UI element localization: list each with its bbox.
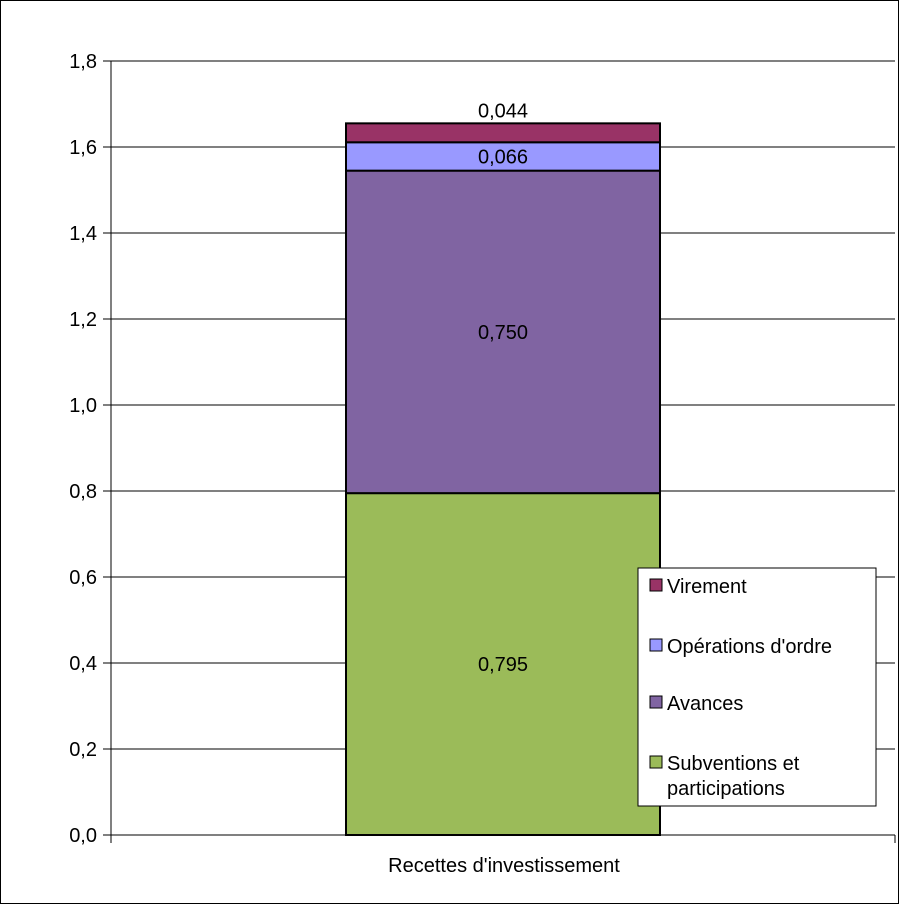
legend-label: Avances [667, 693, 743, 715]
legend-swatch [649, 695, 663, 709]
legend-swatch [649, 755, 663, 769]
data-label: 0,044 [478, 100, 528, 122]
bar-segment [345, 492, 661, 836]
legend-label: Virement [667, 576, 747, 598]
data-label: 0,795 [478, 654, 528, 676]
y-tick-label: 0,2 [69, 739, 97, 761]
data-label: 0,750 [478, 322, 528, 344]
y-tick-label: 0,6 [69, 567, 97, 589]
y-tick-label: 0,8 [69, 481, 97, 503]
data-labels: 0,795 0,750 0,066 0,044 [478, 100, 528, 676]
legend: Virement Opérations d'ordre Avances Subvent… [637, 567, 877, 807]
legend-box [637, 567, 877, 807]
y-tick-label: 0,4 [69, 653, 97, 675]
y-tick-label: 1,4 [69, 223, 97, 245]
y-tick-label: 1,0 [69, 395, 97, 417]
legend-swatch [649, 578, 663, 592]
category-label: Recettes d'investissement [388, 855, 620, 877]
bar-segment [345, 141, 661, 172]
y-axis: 0,0 0,2 0,4 0,6 0,8 1,0 1,2 1,4 1,6 1,8 [69, 51, 112, 847]
bar-stack [345, 122, 661, 836]
legend-swatch [649, 638, 663, 652]
y-tick-label: 0,0 [69, 825, 97, 847]
bar-segment [345, 169, 661, 495]
y-tick-label: 1,8 [69, 51, 97, 73]
legend-label: Subventions et participations [667, 753, 800, 800]
x-axis: Recettes d'investissement [110, 834, 896, 877]
data-label: 0,066 [478, 146, 528, 168]
legend-label: Opérations d'ordre [667, 636, 832, 658]
bar-segment [345, 122, 661, 144]
y-tick-label: 1,2 [69, 309, 97, 331]
y-tick-label: 1,6 [69, 137, 97, 159]
